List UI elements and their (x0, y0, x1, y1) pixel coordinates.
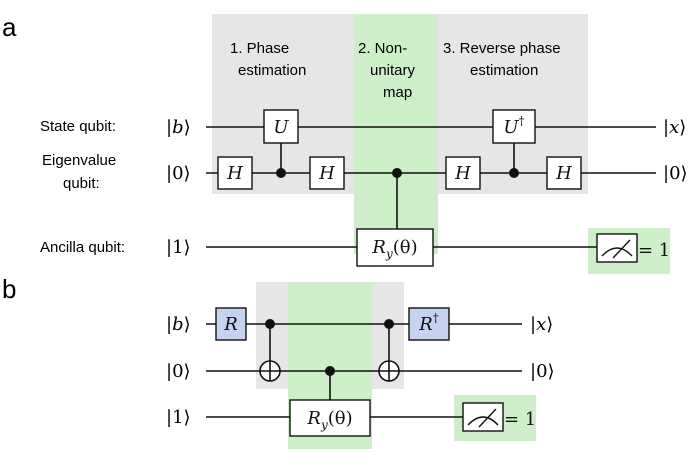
u-dagger-gate-label: U† (503, 114, 524, 138)
control-dot-u (276, 168, 286, 178)
nonunitary-map-region (354, 14, 438, 254)
meter-needle-icon-b (478, 408, 497, 428)
ry-gate-a-label: Ry(θ) (371, 237, 417, 261)
h-gate-1-label: H (226, 163, 243, 184)
ry-gate-b-label: Ry(θ) (306, 408, 352, 432)
ket-in-q2: |1⟩ (166, 407, 191, 428)
r-dagger-gate (408, 307, 450, 341)
h-gate-3 (445, 156, 481, 190)
stage2-title-line2: unitary (370, 62, 416, 79)
meter-arc-icon-a (601, 247, 633, 257)
ket-in-eigen: |0⟩ (166, 163, 191, 184)
h-gate-3-label: H (454, 163, 471, 184)
ket-in-state: |b⟩ (166, 117, 191, 138)
ket-out-eigen: |0⟩ (663, 163, 688, 184)
measurement-result-b: = 1 (504, 409, 536, 430)
u-dagger-gate (492, 109, 536, 144)
control-dot-udag (509, 168, 519, 178)
panel-b-output-kets: |x⟩ |0⟩ (530, 314, 555, 382)
panel-b-label: b (2, 274, 16, 304)
panel-b-input-kets: |b⟩ |0⟩ |1⟩ (166, 314, 191, 428)
panel-a-control-dots (276, 168, 519, 178)
ket-out-q0: |x⟩ (530, 314, 553, 335)
h-gate-4 (546, 156, 582, 190)
ket-out-q1: |0⟩ (530, 361, 555, 382)
panel-a-input-kets: |b⟩ |0⟩ |1⟩ (166, 117, 191, 258)
stage1-title-line1: 1. Phase (230, 40, 289, 57)
ry-gate-b (289, 399, 371, 437)
stage3-title-line2: estimation (470, 62, 538, 79)
cnot-1-control-dot (265, 319, 275, 329)
control-dot-ry-a (392, 168, 402, 178)
h-gate-1 (217, 156, 253, 190)
stage1-title-line2: estimation (238, 62, 306, 79)
eigenvalue-qubit-label-line1: Eigenvalue (42, 152, 116, 169)
ancilla-qubit-label: Ancilla qubit: (40, 239, 125, 256)
ket-out-state: |x⟩ (663, 117, 686, 138)
meter-arc-icon-b (467, 416, 499, 426)
panel-a-label: a (2, 12, 17, 42)
panel-a-output-kets: |x⟩ |0⟩ (663, 117, 688, 184)
meter-needle-icon-a (612, 239, 631, 259)
ry-gate-a (356, 228, 434, 267)
ket-in-ancilla: |1⟩ (166, 237, 191, 258)
r-gate (215, 307, 247, 341)
ket-in-q0: |b⟩ (166, 314, 191, 335)
u-gate-label: U (273, 117, 289, 138)
h-gate-2-label: H (318, 163, 335, 184)
state-qubit-label: State qubit: (40, 118, 116, 135)
u-gate (263, 109, 299, 144)
eigenvalue-qubit-label-line2: qubit: (63, 175, 100, 192)
stage2-title-line1: 2. Non- (358, 40, 407, 57)
stage3-title-line1: 3. Reverse phase (443, 40, 561, 57)
ket-in-q1: |0⟩ (166, 361, 191, 382)
h-gate-4-label: H (555, 163, 572, 184)
stage2-title-line3: map (383, 84, 412, 101)
r-gate-label: R (223, 314, 238, 335)
control-dot-ry-b (325, 366, 335, 376)
r-dagger-gate-label: R† (418, 311, 439, 335)
measurement-result-a: = 1 (638, 240, 670, 261)
cnot-2-control-dot (384, 319, 394, 329)
h-gate-2 (309, 156, 345, 190)
